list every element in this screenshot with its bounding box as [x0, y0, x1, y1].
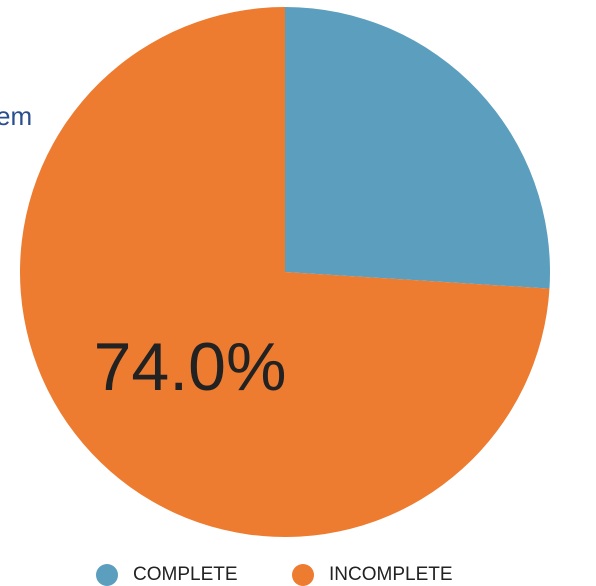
legend-marker [96, 564, 118, 586]
pie-slice [20, 7, 550, 537]
legend-label: INCOMPLETE [329, 564, 453, 585]
annotation: em [0, 101, 32, 131]
pie-slice [285, 7, 550, 289]
value-label: 74.0% [94, 329, 287, 405]
legend-label: COMPLETE [133, 564, 238, 585]
legend-marker [292, 564, 314, 586]
